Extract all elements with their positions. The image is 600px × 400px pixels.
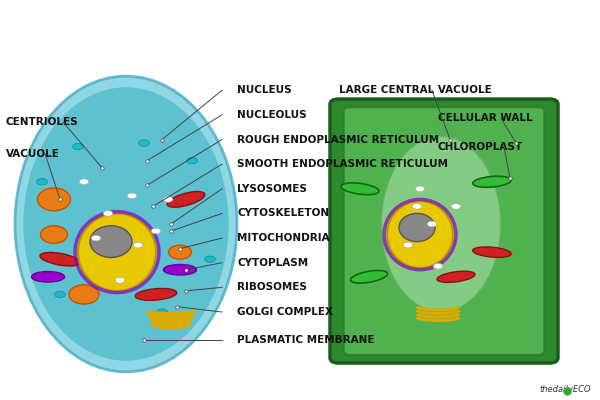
Circle shape: [157, 309, 167, 315]
Ellipse shape: [163, 264, 197, 275]
Ellipse shape: [341, 183, 379, 195]
Circle shape: [133, 242, 143, 248]
Ellipse shape: [23, 87, 229, 361]
FancyBboxPatch shape: [344, 107, 544, 355]
Circle shape: [115, 278, 125, 283]
Ellipse shape: [78, 214, 156, 291]
Ellipse shape: [169, 245, 191, 259]
Circle shape: [187, 158, 197, 164]
Ellipse shape: [135, 288, 177, 300]
Circle shape: [79, 179, 89, 184]
Text: SIMILARITIES BETWEEN PLANT & ANIMAL CELLS: SIMILARITIES BETWEEN PLANT & ANIMAL CELL…: [19, 14, 581, 34]
Ellipse shape: [473, 176, 511, 187]
Circle shape: [37, 178, 47, 185]
Ellipse shape: [41, 226, 67, 243]
Ellipse shape: [167, 192, 205, 207]
Circle shape: [205, 256, 215, 262]
Circle shape: [403, 242, 413, 248]
FancyBboxPatch shape: [330, 99, 558, 363]
Circle shape: [163, 196, 173, 202]
Text: CENTRIOLES: CENTRIOLES: [6, 117, 79, 127]
Ellipse shape: [381, 136, 501, 312]
Text: CHLOROPLAST: CHLOROPLAST: [438, 142, 523, 152]
Text: PLASMATIC MEMBRANE: PLASMATIC MEMBRANE: [237, 335, 374, 345]
Text: GOLGI COMPLEX: GOLGI COMPLEX: [237, 307, 333, 317]
Text: NUCLEOLUS: NUCLEOLUS: [237, 110, 307, 120]
Ellipse shape: [32, 272, 65, 282]
Ellipse shape: [15, 76, 237, 372]
Circle shape: [415, 186, 425, 192]
Circle shape: [427, 221, 437, 227]
Circle shape: [412, 204, 422, 209]
Ellipse shape: [387, 201, 453, 268]
Circle shape: [127, 193, 137, 199]
Ellipse shape: [40, 252, 80, 266]
Text: VACUOLE: VACUOLE: [6, 149, 60, 159]
Circle shape: [73, 143, 83, 150]
Ellipse shape: [350, 270, 388, 283]
Text: CYTOSKELETON: CYTOSKELETON: [237, 208, 329, 218]
Ellipse shape: [90, 226, 132, 258]
Circle shape: [103, 211, 113, 216]
Text: MITOCHONDRIA: MITOCHONDRIA: [237, 233, 329, 243]
Circle shape: [433, 264, 443, 269]
Text: CYTOPLASM: CYTOPLASM: [237, 258, 308, 268]
Text: NUCLEUS: NUCLEUS: [237, 85, 292, 95]
Text: LARGE CENTRAL VACUOLE: LARGE CENTRAL VACUOLE: [339, 85, 492, 95]
Text: SMOOTH ENDOPLASMIC RETICULUM: SMOOTH ENDOPLASMIC RETICULUM: [237, 159, 448, 169]
Circle shape: [139, 140, 149, 146]
Circle shape: [55, 291, 65, 298]
Text: LYSOSOMES: LYSOSOMES: [237, 184, 307, 194]
Circle shape: [91, 235, 101, 241]
Ellipse shape: [473, 247, 511, 258]
Ellipse shape: [69, 285, 99, 304]
Text: thedailyECO: thedailyECO: [539, 385, 591, 394]
Text: ROUGH ENDOPLASMIC RETICULUM: ROUGH ENDOPLASMIC RETICULUM: [237, 134, 439, 144]
Ellipse shape: [37, 188, 71, 211]
Circle shape: [151, 228, 161, 234]
Circle shape: [451, 204, 461, 209]
Text: CELLULAR WALL: CELLULAR WALL: [438, 114, 533, 123]
Ellipse shape: [437, 271, 475, 282]
Text: RIBOSOMES: RIBOSOMES: [237, 282, 307, 292]
Ellipse shape: [399, 214, 435, 242]
